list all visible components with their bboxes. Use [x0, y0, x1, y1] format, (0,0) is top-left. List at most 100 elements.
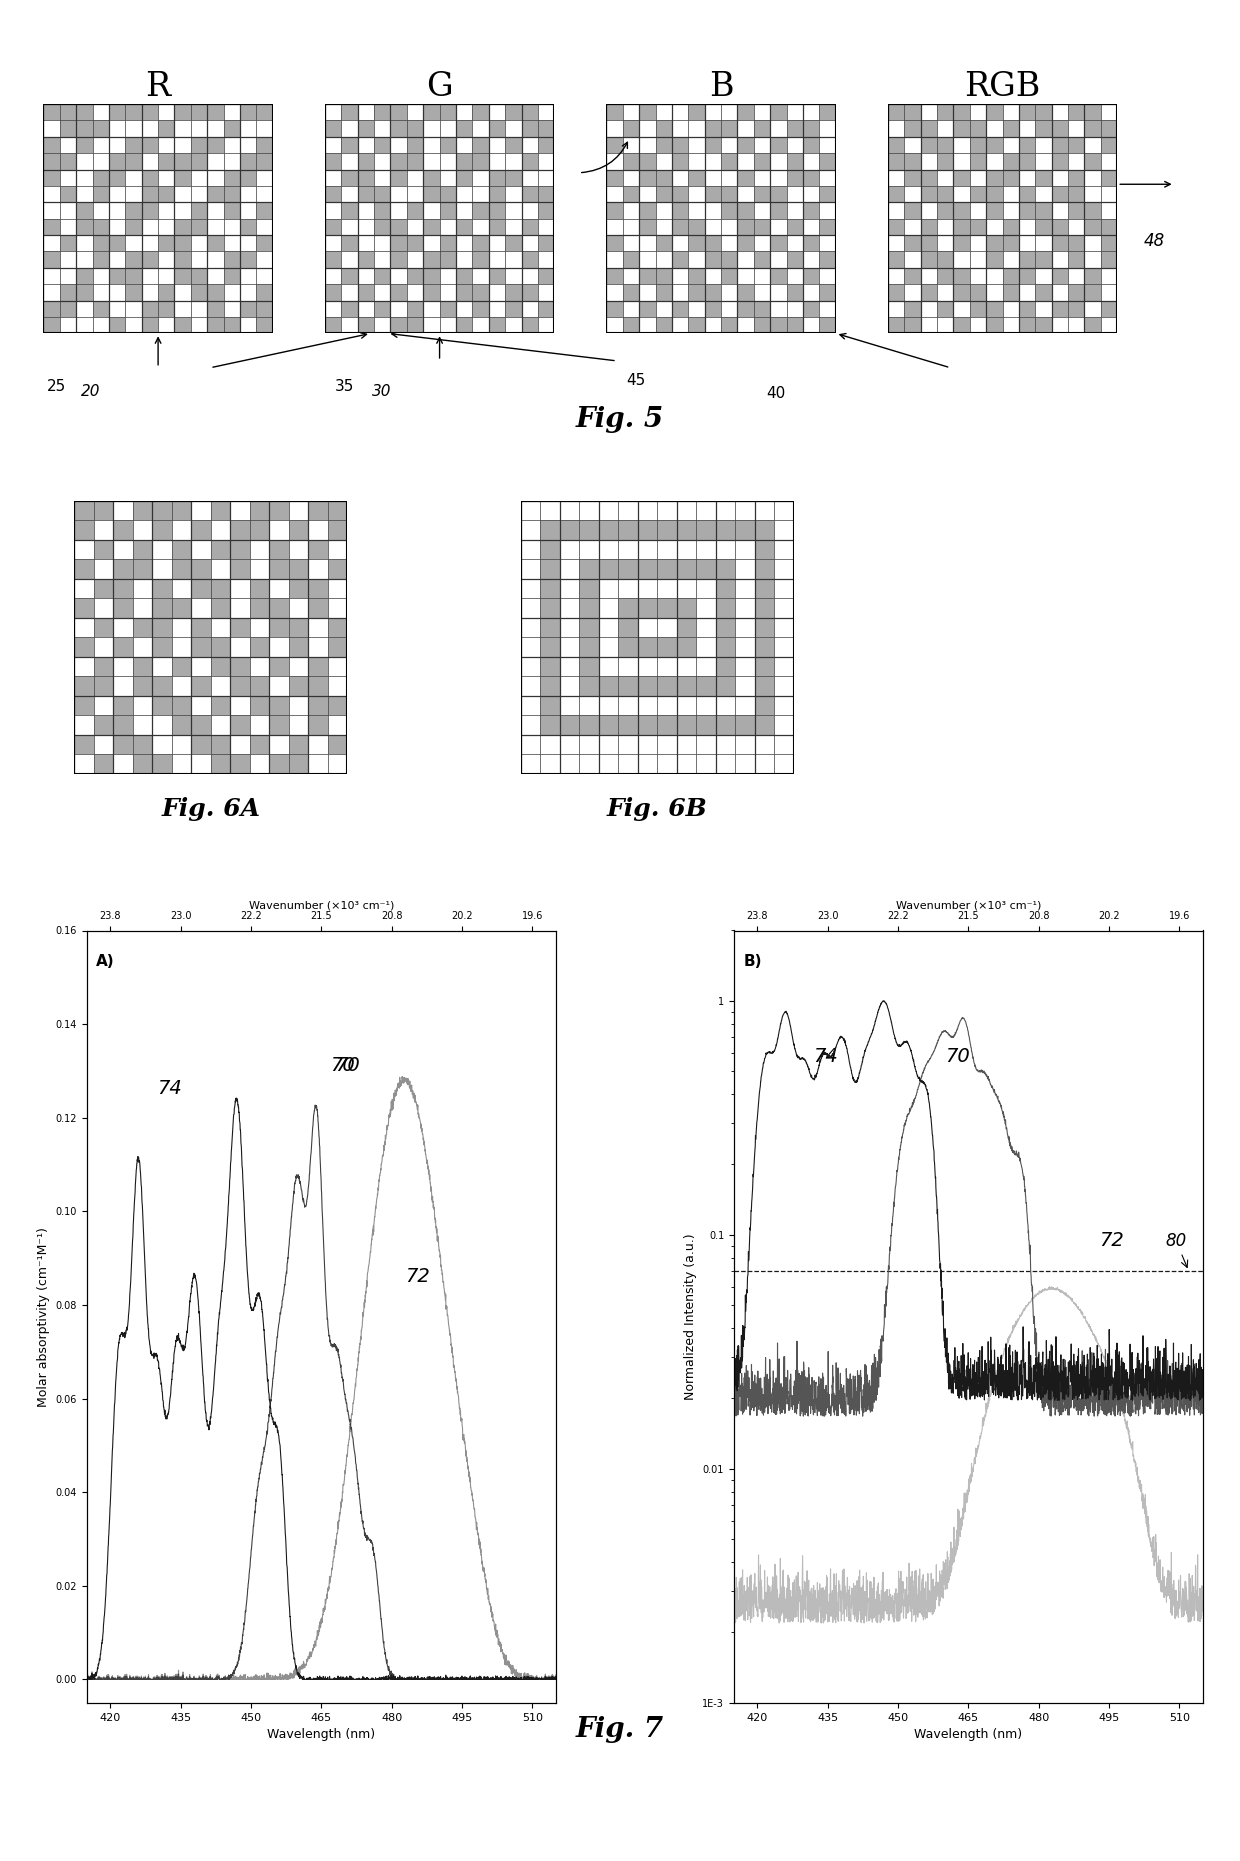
Bar — [715, 540, 735, 560]
Bar — [755, 735, 774, 754]
Bar — [172, 501, 191, 521]
Bar — [172, 521, 191, 540]
Bar — [172, 636, 191, 657]
Bar — [357, 186, 374, 203]
Bar — [738, 203, 754, 218]
Bar — [715, 560, 735, 579]
Bar — [76, 121, 93, 136]
Bar — [579, 696, 599, 715]
Bar — [770, 203, 786, 218]
Bar — [888, 251, 904, 268]
Bar — [904, 316, 920, 333]
Bar — [1035, 186, 1052, 203]
Bar — [1052, 234, 1068, 251]
Bar — [786, 234, 804, 251]
Bar — [309, 754, 327, 774]
Bar — [172, 657, 191, 676]
Bar — [309, 696, 327, 715]
Bar — [175, 285, 191, 301]
Bar — [223, 136, 241, 153]
Bar — [970, 251, 986, 268]
Bar — [93, 104, 109, 121]
Bar — [93, 169, 109, 186]
Bar — [113, 560, 133, 579]
Bar — [231, 521, 249, 540]
Bar — [937, 186, 954, 203]
Bar — [391, 104, 407, 121]
Bar — [391, 186, 407, 203]
Bar — [439, 268, 456, 285]
Bar — [786, 218, 804, 234]
Bar — [954, 104, 970, 121]
Bar — [74, 715, 94, 735]
Bar — [672, 169, 688, 186]
Bar — [704, 301, 720, 316]
Bar — [619, 735, 637, 754]
Bar — [374, 153, 391, 169]
Bar — [241, 136, 257, 153]
Bar — [423, 203, 439, 218]
Text: 70: 70 — [945, 1046, 970, 1066]
Bar — [241, 301, 257, 316]
Bar — [60, 153, 76, 169]
Bar — [521, 599, 541, 618]
Bar — [357, 203, 374, 218]
Bar — [804, 316, 820, 333]
Bar — [720, 268, 738, 285]
Bar — [656, 153, 672, 169]
Bar — [1035, 104, 1052, 121]
Bar — [704, 234, 720, 251]
Bar — [325, 251, 341, 268]
Bar — [93, 203, 109, 218]
Bar — [688, 104, 704, 121]
Bar — [76, 234, 93, 251]
Bar — [521, 657, 541, 676]
Bar — [125, 153, 141, 169]
Bar — [954, 186, 970, 203]
Bar — [223, 301, 241, 316]
Bar — [391, 316, 407, 333]
Bar — [688, 316, 704, 333]
Bar — [804, 153, 820, 169]
Bar — [954, 251, 970, 268]
Bar — [125, 218, 141, 234]
Bar — [391, 203, 407, 218]
Bar — [755, 618, 774, 636]
Bar — [521, 715, 541, 735]
Bar — [456, 251, 472, 268]
Bar — [904, 268, 920, 285]
Bar — [735, 618, 755, 636]
Bar — [60, 234, 76, 251]
Bar — [622, 218, 639, 234]
Bar — [325, 136, 341, 153]
Bar — [755, 540, 774, 560]
Bar — [241, 153, 257, 169]
Bar — [257, 186, 273, 203]
Bar — [920, 153, 937, 169]
Bar — [269, 560, 289, 579]
Bar — [241, 218, 257, 234]
Bar — [754, 153, 770, 169]
Bar — [1052, 121, 1068, 136]
Bar — [357, 316, 374, 333]
Bar — [774, 618, 794, 636]
Bar — [622, 316, 639, 333]
Bar — [74, 696, 94, 715]
Bar — [986, 169, 1003, 186]
Bar — [141, 186, 159, 203]
Bar — [754, 136, 770, 153]
Bar — [579, 735, 599, 754]
Text: 70: 70 — [335, 1055, 360, 1076]
Bar — [327, 599, 347, 618]
Bar — [113, 657, 133, 676]
Bar — [735, 599, 755, 618]
Bar — [325, 218, 341, 234]
Bar — [159, 316, 175, 333]
Bar — [715, 657, 735, 676]
Bar — [637, 579, 657, 599]
Bar — [704, 316, 720, 333]
Bar — [423, 218, 439, 234]
Bar — [656, 169, 672, 186]
Bar — [341, 203, 357, 218]
Bar — [153, 501, 172, 521]
